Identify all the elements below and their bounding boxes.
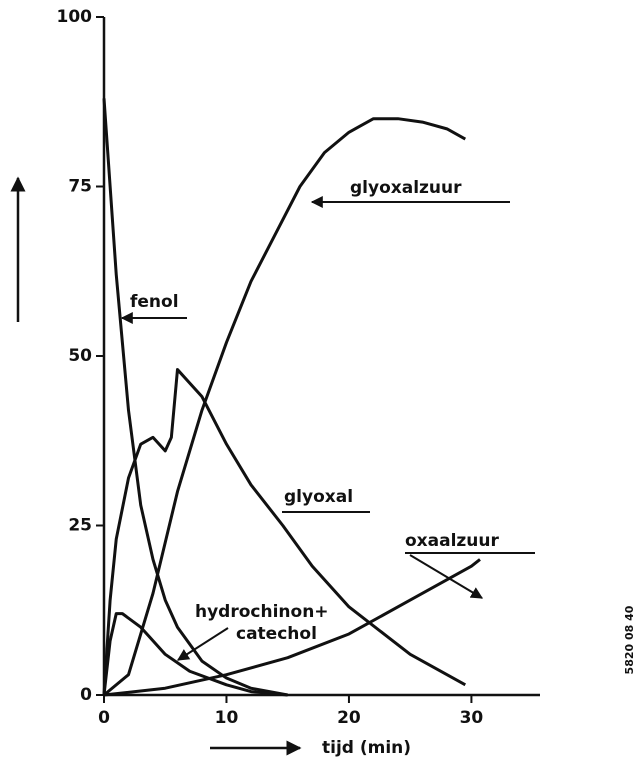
x-axis-label: tijd (min) xyxy=(322,738,411,758)
y-tick-label: 100 xyxy=(57,7,93,27)
y-tick-label: 75 xyxy=(68,177,92,197)
line xyxy=(102,368,467,696)
annotation: catechol xyxy=(236,624,317,644)
annotation: glyoxalzuur xyxy=(350,178,462,198)
x-tick-label: 0 xyxy=(98,708,110,728)
annotation: oxaalzuur xyxy=(405,531,500,551)
x-tick-label: 30 xyxy=(460,708,484,728)
line xyxy=(103,558,481,697)
x-tick-label: 10 xyxy=(215,708,239,728)
annotation-arrows xyxy=(10,176,535,756)
y-tick-label: 25 xyxy=(68,516,92,536)
annotation: hydrochinon+ xyxy=(195,602,329,622)
line xyxy=(103,117,467,697)
y-tick-label: 0 xyxy=(80,685,92,705)
annotation: glyoxal xyxy=(284,487,353,507)
annotation: fenol xyxy=(130,292,179,312)
x-tick-label: 20 xyxy=(337,708,361,728)
figure-code: 5820 08 40 xyxy=(623,605,636,674)
y-tick-label: 50 xyxy=(68,346,92,366)
line xyxy=(102,612,288,697)
line xyxy=(102,98,288,697)
